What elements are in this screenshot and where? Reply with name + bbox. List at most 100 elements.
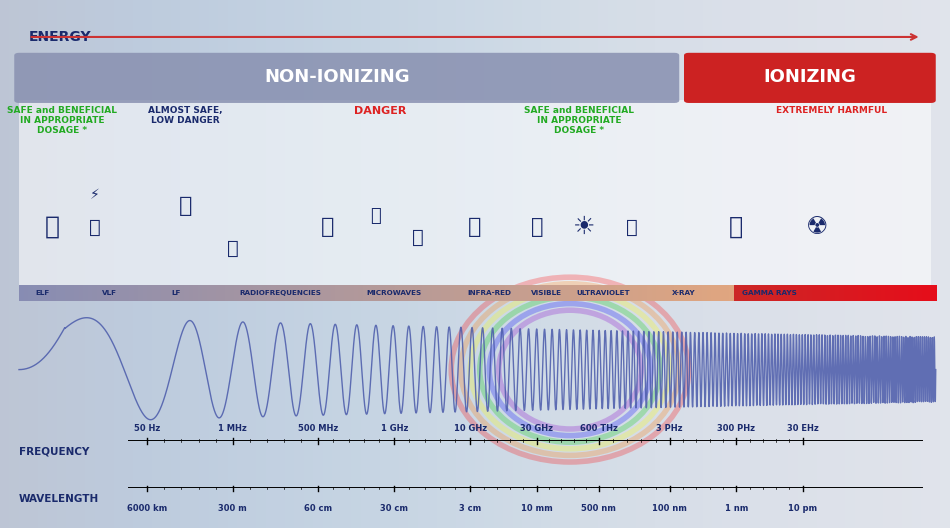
Bar [615, 285, 620, 301]
Text: 30 cm: 30 cm [380, 504, 408, 513]
Bar [748, 285, 753, 301]
Bar [793, 285, 799, 301]
Bar [87, 285, 93, 301]
FancyBboxPatch shape [14, 53, 679, 103]
Bar [661, 285, 666, 301]
Bar [235, 285, 240, 301]
Bar [817, 285, 822, 301]
Text: 600 THz: 600 THz [580, 424, 618, 433]
Bar [212, 285, 217, 301]
Bar [501, 285, 505, 301]
Text: 📺: 📺 [179, 196, 192, 216]
Bar [386, 285, 391, 301]
Bar [922, 285, 927, 301]
Bar [120, 285, 125, 301]
Text: ALMOST SAFE,
LOW DANGER: ALMOST SAFE, LOW DANGER [148, 106, 222, 125]
Text: 30 EHz: 30 EHz [787, 424, 819, 433]
Text: MICROWAVES: MICROWAVES [367, 290, 422, 296]
Bar [459, 285, 465, 301]
Bar [308, 285, 314, 301]
Text: 500 MHz: 500 MHz [298, 424, 338, 433]
Bar [551, 285, 557, 301]
Bar [926, 285, 932, 301]
Bar [358, 285, 364, 301]
Bar [253, 285, 258, 301]
Text: 300 m: 300 m [218, 504, 247, 513]
Text: 50 Hz: 50 Hz [134, 424, 161, 433]
Text: 🌍: 🌍 [45, 215, 60, 239]
Bar [225, 285, 231, 301]
Text: VISIBLE: VISIBLE [531, 290, 561, 296]
Bar [152, 285, 158, 301]
Bar [871, 285, 877, 301]
Bar [840, 285, 846, 301]
Bar [858, 285, 864, 301]
Bar [19, 100, 931, 296]
Bar [569, 285, 575, 301]
Bar [715, 285, 721, 301]
Text: 🔌: 🔌 [89, 218, 101, 237]
Bar [436, 285, 442, 301]
Bar [106, 285, 112, 301]
Bar [326, 285, 332, 301]
Bar [899, 285, 904, 301]
Bar [408, 285, 414, 301]
Text: 🕶: 🕶 [626, 218, 637, 237]
Bar [124, 285, 130, 301]
Bar [848, 285, 854, 301]
Bar [24, 285, 29, 301]
Bar [757, 285, 763, 301]
Bar [913, 285, 919, 301]
Bar [496, 285, 502, 301]
Bar [180, 285, 185, 301]
Bar [97, 285, 103, 301]
Bar [102, 285, 107, 301]
Bar [780, 285, 786, 301]
Bar [743, 285, 749, 301]
Bar [138, 285, 143, 301]
Bar [32, 285, 38, 301]
Bar [808, 285, 813, 301]
Bar [427, 285, 432, 301]
Bar [353, 285, 359, 301]
Text: 📶: 📶 [370, 208, 381, 225]
Bar [762, 285, 767, 301]
Text: 10 mm: 10 mm [521, 504, 553, 513]
Text: 📻: 📻 [227, 239, 238, 258]
Text: INFRA-RED: INFRA-RED [467, 290, 511, 296]
Bar [60, 285, 66, 301]
Bar [92, 285, 98, 301]
Text: GAMMA RAYS: GAMMA RAYS [742, 290, 797, 296]
Bar [652, 285, 657, 301]
Bar [712, 285, 716, 301]
Bar [514, 285, 520, 301]
Bar [276, 285, 281, 301]
Bar [587, 285, 593, 301]
Bar [298, 285, 304, 301]
Bar [903, 285, 909, 301]
Bar [321, 285, 327, 301]
Bar [509, 285, 515, 301]
Text: 10 GHz: 10 GHz [454, 424, 486, 433]
Bar [446, 285, 451, 301]
Bar [47, 285, 52, 301]
Text: FREQUENCY: FREQUENCY [19, 447, 89, 456]
Text: SAFE and BENEFICIAL
IN APPROPRIATE
DOSAGE *: SAFE and BENEFICIAL IN APPROPRIATE DOSAG… [524, 106, 635, 135]
Bar [537, 285, 542, 301]
Text: X-RAY: X-RAY [673, 290, 695, 296]
Text: ELF: ELF [36, 290, 49, 296]
Bar [725, 285, 731, 301]
Text: 🛰: 🛰 [468, 217, 482, 237]
Bar [665, 285, 671, 301]
Bar [257, 285, 263, 301]
Bar [230, 285, 236, 301]
Text: 1 MHz: 1 MHz [218, 424, 247, 433]
Text: ☢: ☢ [806, 215, 828, 239]
Bar [28, 285, 33, 301]
Bar [79, 285, 85, 301]
Bar [19, 285, 25, 301]
Bar [368, 285, 373, 301]
Bar [248, 285, 254, 301]
Text: NON-IONIZING: NON-IONIZING [264, 68, 410, 86]
Text: 3 PHz: 3 PHz [656, 424, 683, 433]
